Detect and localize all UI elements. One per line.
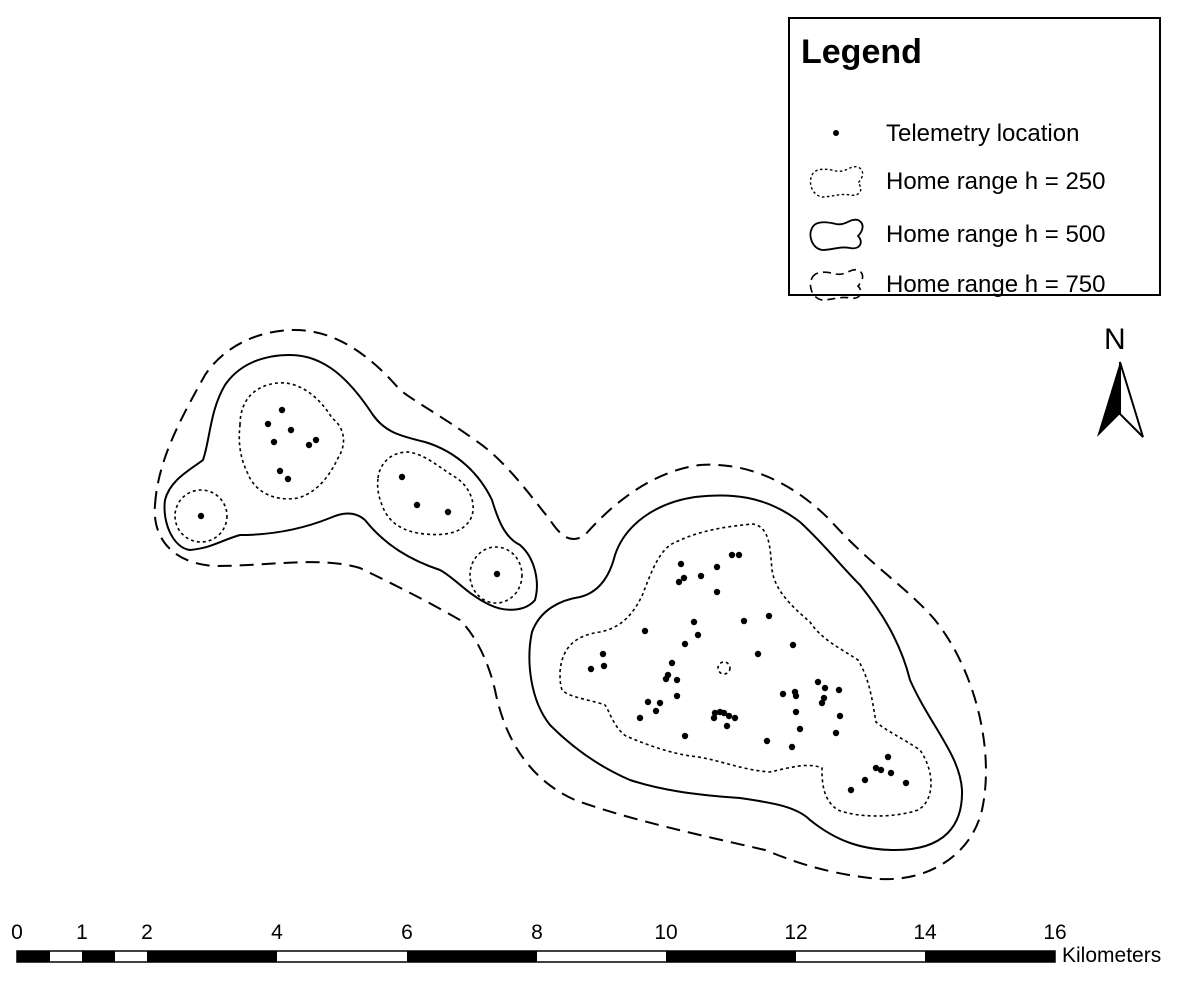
- scale-tick-label: 2: [141, 921, 153, 944]
- home-range-500-west: [163, 353, 538, 611]
- home-range-500-east: [528, 494, 964, 852]
- telemetry-points: [197, 406, 910, 794]
- scale-tick-label: 14: [913, 921, 937, 944]
- legend-box: Legend Telemetry location Home range h =…: [788, 17, 1161, 301]
- scale-tick-label: 4: [271, 921, 283, 944]
- legend-item-h250: Home range h = 250: [790, 161, 1159, 201]
- legend-label-h750: Home range h = 750: [886, 271, 1106, 298]
- scale-tick-label: 1: [76, 921, 88, 944]
- legend-label-telemetry: Telemetry location: [886, 120, 1080, 147]
- solid-outline-icon: [809, 218, 864, 251]
- north-arrow-icon: [1097, 361, 1144, 438]
- scale-tick-label: 6: [401, 921, 413, 944]
- dotted-outline-icon: [809, 165, 864, 198]
- scale-bar: [16, 950, 1056, 963]
- scale-tick-label: 8: [531, 921, 543, 944]
- point-icon: [833, 130, 839, 136]
- legend-item-telemetry: Telemetry location: [790, 113, 1159, 153]
- legend-title: Legend: [801, 33, 922, 71]
- legend-label-h250: Home range h = 250: [886, 168, 1106, 195]
- scale-tick-label: 12: [784, 921, 808, 944]
- north-label: N: [1104, 323, 1126, 356]
- legend-label-h500: Home range h = 500: [886, 221, 1106, 248]
- dashed-outline-icon: [809, 268, 864, 301]
- scale-tick-label: 10: [654, 921, 678, 944]
- scale-units-label: Kilometers: [1062, 944, 1162, 967]
- home-range-250-patches: [174, 382, 932, 817]
- legend-item-h500: Home range h = 500: [790, 214, 1159, 254]
- scale-tick-label: 16: [1043, 921, 1067, 944]
- legend-item-h750: Home range h = 750: [790, 264, 1159, 304]
- scale-tick-label: 0: [11, 921, 23, 944]
- home-range-750-outline: [153, 328, 987, 881]
